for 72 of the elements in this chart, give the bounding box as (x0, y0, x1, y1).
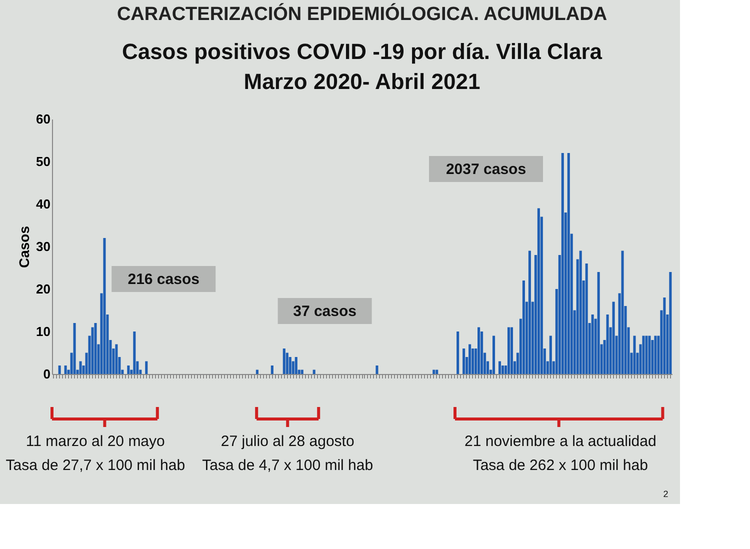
text: 11 marzo al 20 mayo Tasa de 27,7 x 100 mil hab (6, 433, 186, 474)
chart-title: CARACTERIZACIÓN EPIDEMIÓLOGICA. ACUMULADA (116, 3, 608, 25)
bar (58, 366, 61, 374)
bar (561, 153, 564, 374)
bar (127, 366, 130, 374)
bar (645, 336, 648, 374)
bar (510, 327, 513, 374)
y-tick-label: 30 (36, 239, 50, 254)
y-tick-label: 60 (36, 112, 50, 126)
bar (270, 366, 274, 374)
y-tick-label: 20 (36, 282, 50, 296)
y-tick-label: 0 (43, 366, 50, 382)
bar (669, 272, 672, 374)
bar (294, 357, 298, 374)
bar (436, 370, 438, 374)
bar (492, 336, 496, 374)
bar (73, 323, 76, 374)
bar (79, 361, 82, 374)
bar (103, 238, 106, 374)
bar (292, 361, 294, 374)
bar (115, 344, 118, 374)
annotation: 216 casos (128, 271, 200, 288)
bar (507, 327, 510, 374)
y-tick-label: 50 (36, 154, 50, 169)
annotation: 37 casos (293, 303, 356, 320)
y-tick-label: 10 (36, 324, 50, 339)
bar (133, 332, 136, 374)
bar (606, 314, 609, 374)
bar (501, 366, 504, 374)
bar (480, 332, 484, 374)
bar (468, 344, 472, 374)
bar (522, 280, 525, 374)
bar (472, 348, 474, 374)
bar (288, 357, 292, 374)
bar (456, 332, 460, 374)
bar (621, 250, 624, 374)
bar (256, 370, 258, 374)
bar (549, 336, 552, 374)
bar (286, 352, 288, 374)
bar (300, 370, 304, 374)
bar (64, 366, 67, 374)
bar (567, 153, 570, 374)
bar (663, 298, 666, 374)
bar (579, 250, 582, 374)
text: 2 (663, 489, 668, 499)
bar (145, 361, 148, 374)
text: 27 julio al 28 agosto Tasa de 4,7 x 100 mil hab (202, 433, 374, 474)
bar (376, 366, 378, 374)
bar (585, 264, 588, 374)
bar (528, 250, 531, 374)
bar (648, 336, 651, 374)
bar (537, 208, 540, 374)
bar (94, 323, 97, 374)
bar (91, 327, 94, 374)
chart-subtitle: Casos positivos COVID -19 por día. Villa Clara Marzo 2020- Abril 2021 (122, 39, 603, 94)
bar (597, 272, 600, 374)
bar (462, 348, 466, 374)
bar (312, 370, 316, 374)
y-tick-label: 40 (36, 196, 50, 212)
bar (642, 336, 645, 374)
y-axis-title: Casos (16, 226, 32, 268)
bar (651, 340, 654, 374)
bar (654, 336, 657, 374)
bar (612, 302, 615, 374)
text: 21 noviembre a la actualidad Tasa de 262 x 100 mil hab (464, 433, 656, 474)
bar (591, 314, 594, 374)
bar (282, 348, 286, 374)
bar (498, 361, 502, 374)
bar (478, 327, 480, 374)
bar (432, 370, 436, 374)
annotation: 2037 casos (446, 161, 526, 178)
bar (633, 336, 636, 374)
